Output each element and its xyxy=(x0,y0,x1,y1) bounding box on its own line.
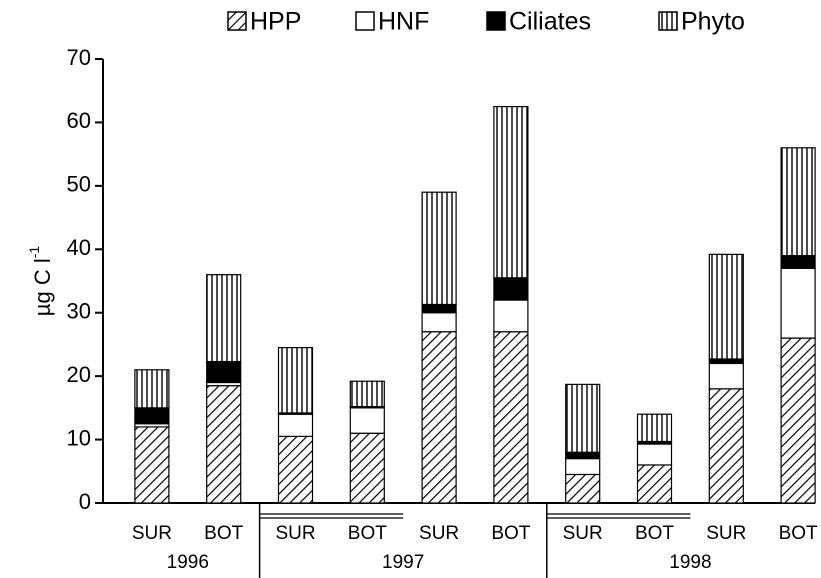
bar-segment xyxy=(421,191,457,306)
y-tick-label: 0 xyxy=(79,489,91,514)
bar-segment xyxy=(780,267,816,339)
bar-segment xyxy=(708,388,744,504)
bar-segment xyxy=(636,464,673,504)
bar-segment xyxy=(636,443,673,466)
x-tick-label: BOT xyxy=(635,523,674,544)
y-tick-label: 40 xyxy=(67,235,91,260)
bar-segment xyxy=(493,299,529,333)
bar-segment xyxy=(421,331,457,504)
bar-segment xyxy=(780,337,816,504)
y-tick-label: 60 xyxy=(67,108,91,133)
bar-segment xyxy=(636,413,673,443)
y-tick-label: 50 xyxy=(67,172,91,197)
bar-segment xyxy=(349,432,385,504)
y-axis-label-text: µg C l xyxy=(30,258,55,316)
x-tick-label: SUR xyxy=(706,523,746,544)
legend-label: Phyto xyxy=(681,8,745,36)
bar-segment xyxy=(565,383,601,453)
legend-swatch xyxy=(227,11,247,31)
y-tick-label: 10 xyxy=(67,425,91,450)
bar-segment xyxy=(421,312,457,333)
bar-segment xyxy=(421,303,457,314)
x-tick-label: BOT xyxy=(348,523,387,544)
group-label: 1996 xyxy=(167,552,209,573)
bar-segment xyxy=(277,435,314,504)
x-tick-label: BOT xyxy=(779,523,818,544)
bar-segment xyxy=(277,413,314,438)
bar-segment xyxy=(134,407,170,425)
bar-segment xyxy=(780,255,816,269)
legend-label: HPP xyxy=(250,8,301,36)
bar-segment xyxy=(277,347,314,414)
bar-segment xyxy=(134,369,170,409)
legend-label: Ciliates xyxy=(509,8,591,36)
x-tick-label: BOT xyxy=(491,523,530,544)
bar-segment xyxy=(493,331,529,504)
bar-segment xyxy=(206,385,242,504)
x-tick-label: SUR xyxy=(563,523,603,544)
bar-segment xyxy=(565,458,601,476)
y-axis-label: µg C l-1 xyxy=(26,246,55,317)
bar-segment xyxy=(206,360,242,384)
group-label: 1998 xyxy=(669,552,711,573)
legend-swatch xyxy=(658,11,678,31)
bar-segment xyxy=(134,426,170,504)
x-tick-label: BOT xyxy=(204,523,243,544)
bar-segment xyxy=(708,358,744,365)
bar-segment xyxy=(708,253,744,360)
y-axis-label-sup: -1 xyxy=(26,246,42,259)
bar-segment xyxy=(206,274,242,363)
bar-segment xyxy=(349,380,385,408)
group-label: 1997 xyxy=(382,552,424,573)
bar-segment xyxy=(493,105,529,279)
bar-segment xyxy=(708,362,744,390)
y-tick-label: 30 xyxy=(67,299,91,324)
bar-segment xyxy=(565,451,601,460)
bar-segment xyxy=(493,277,529,301)
x-tick-label: SUR xyxy=(275,523,315,544)
legend-swatch xyxy=(486,11,506,31)
legend-swatch xyxy=(355,11,375,31)
y-tick-label: 20 xyxy=(67,362,91,387)
y-tick-label: 70 xyxy=(67,45,91,70)
x-tick-label: SUR xyxy=(132,523,172,544)
legend-label: HNF xyxy=(378,8,429,36)
x-tick-label: SUR xyxy=(419,523,459,544)
bar-segment xyxy=(780,147,816,257)
bar-segment xyxy=(565,473,601,504)
bar-segment xyxy=(349,407,385,434)
